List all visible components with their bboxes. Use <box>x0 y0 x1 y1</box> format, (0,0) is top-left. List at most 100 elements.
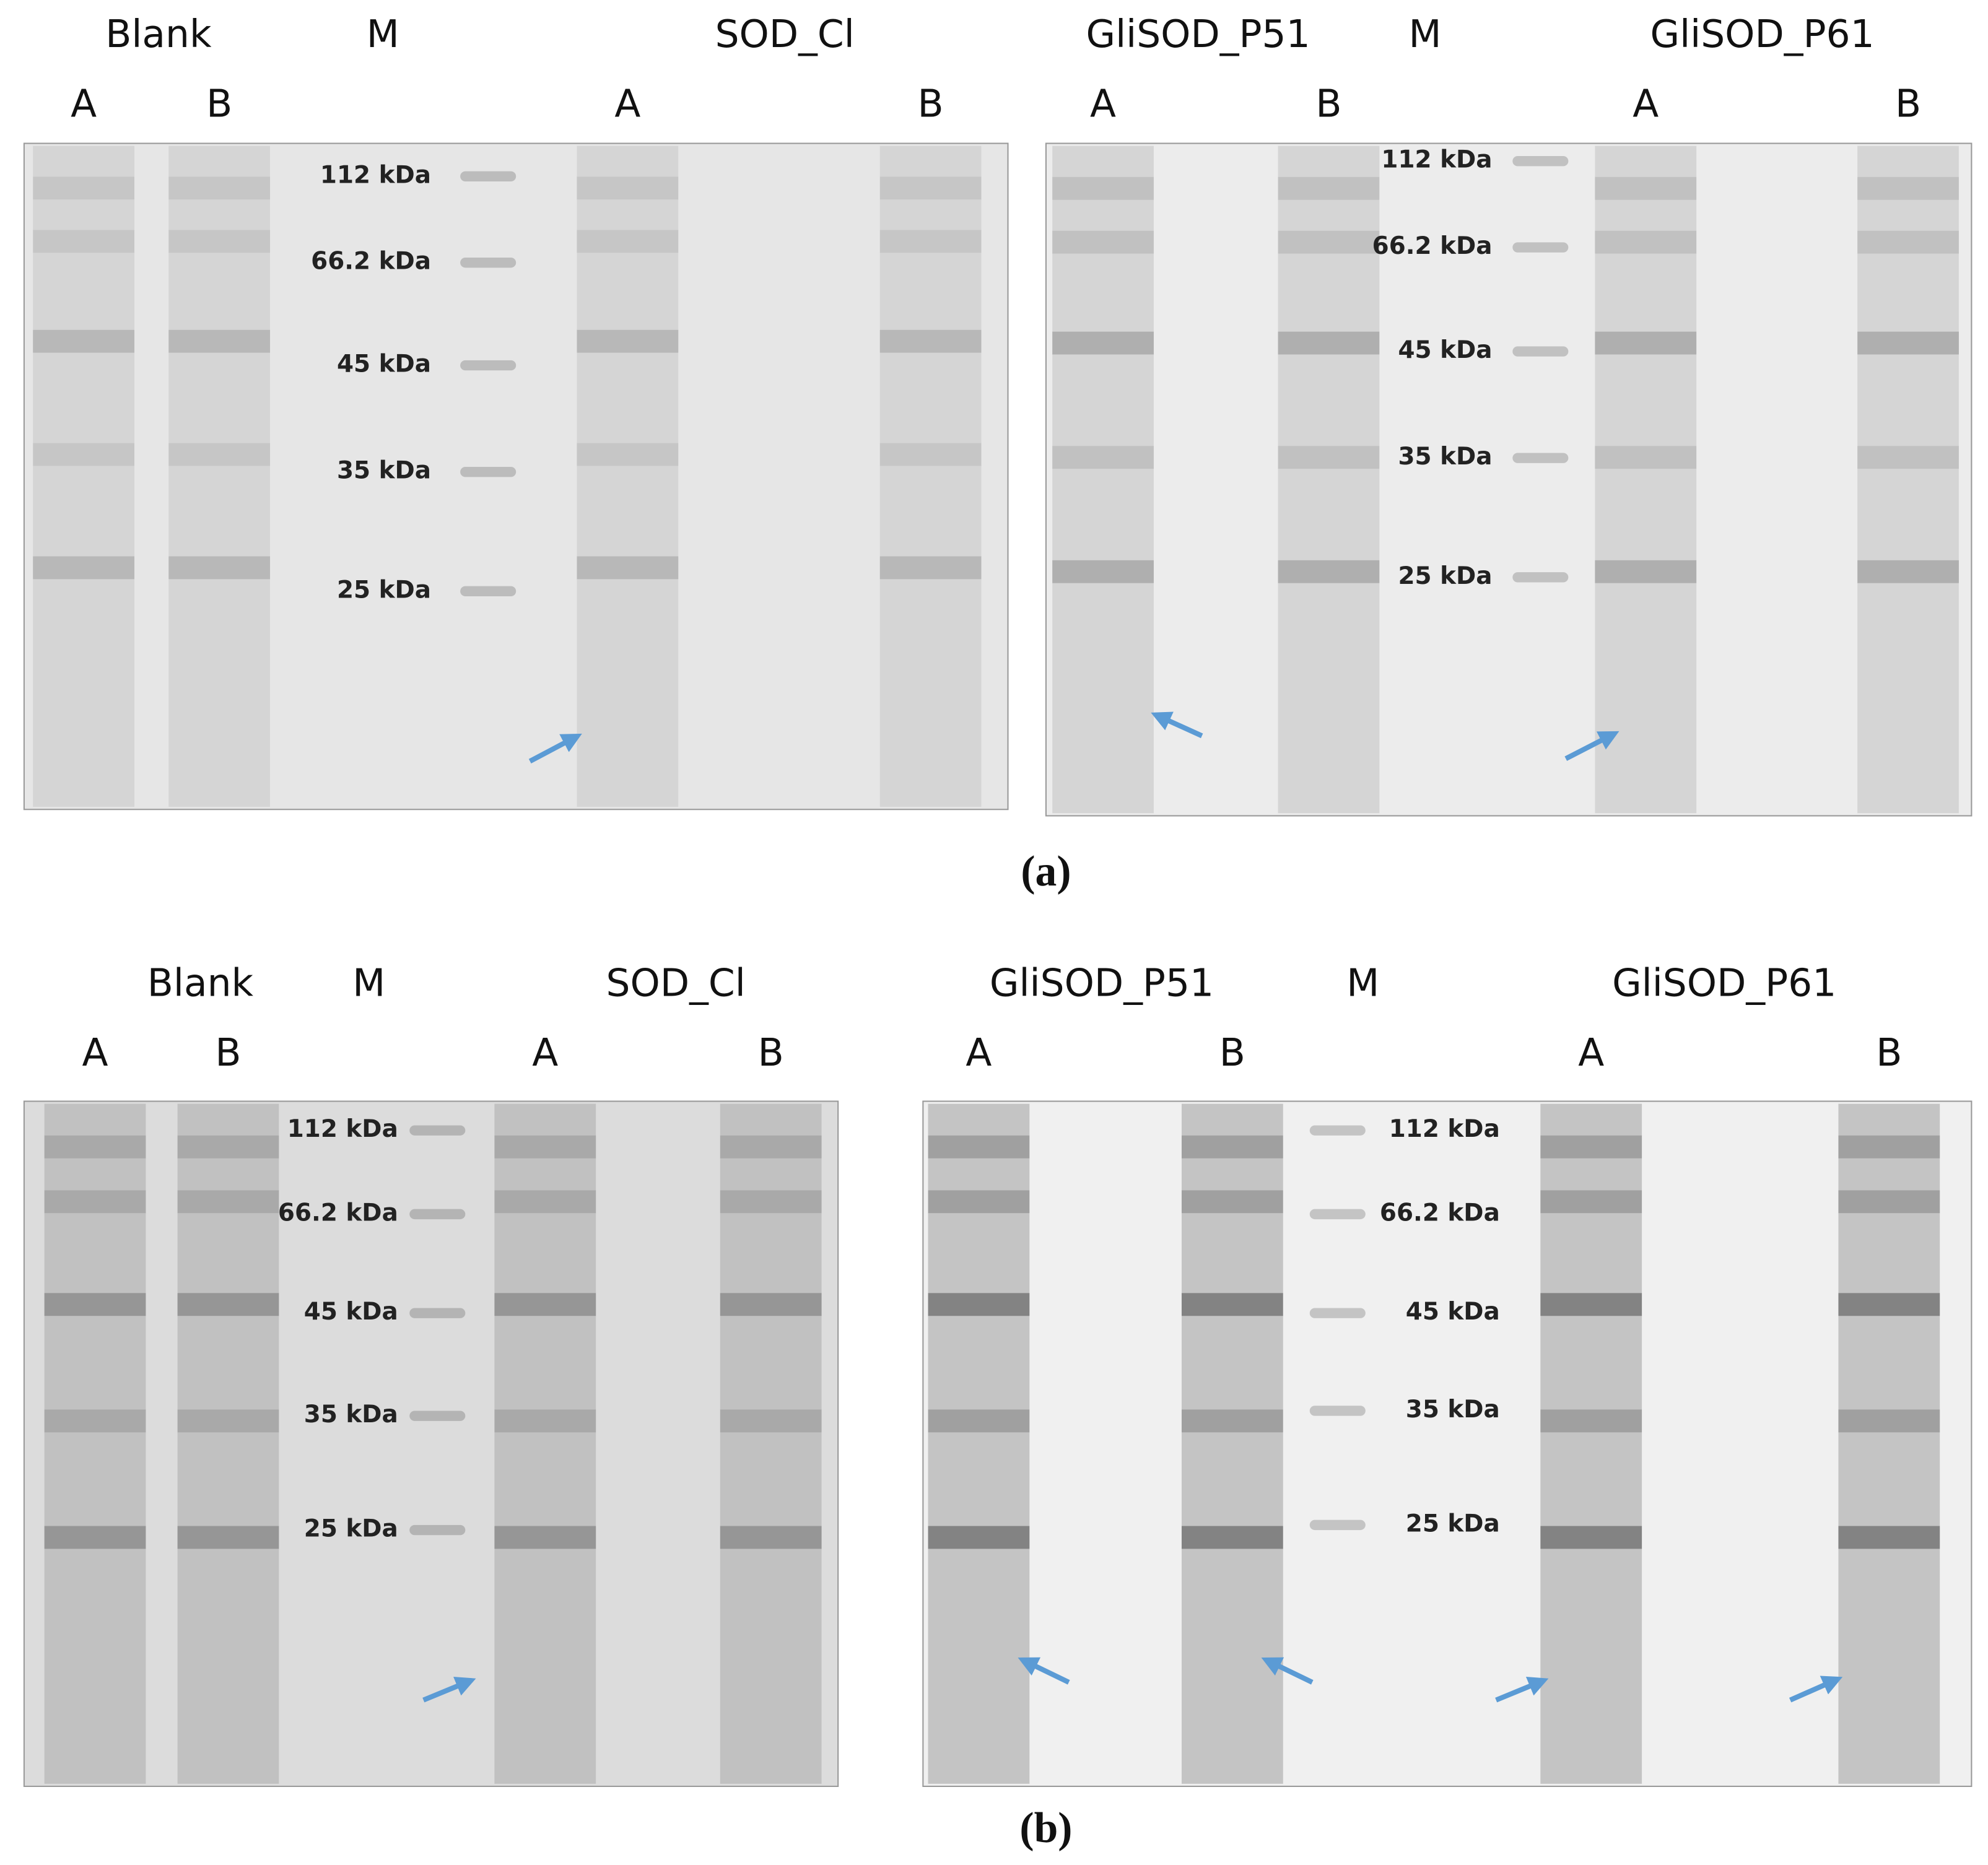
blot-membrane <box>23 1100 839 1787</box>
lane <box>720 1103 822 1784</box>
band <box>33 329 135 353</box>
ladder-band <box>1512 156 1569 167</box>
band <box>168 443 271 466</box>
lane-label: B <box>1219 1031 1245 1075</box>
band <box>494 1293 596 1316</box>
band <box>1278 176 1380 200</box>
ladder-band <box>409 1524 466 1536</box>
band <box>44 1135 146 1159</box>
band <box>1052 176 1154 200</box>
lane <box>1052 146 1154 814</box>
ladder-band <box>1512 346 1569 357</box>
lane-label: A <box>532 1031 558 1075</box>
band <box>1181 1526 1283 1549</box>
band <box>1052 331 1154 355</box>
lane-label: A <box>71 82 97 126</box>
ladder-band <box>409 1411 466 1421</box>
marker-label: 25 kDa <box>337 576 431 604</box>
band <box>720 1526 822 1549</box>
band <box>494 1190 596 1214</box>
marker-label: 112 kDa <box>320 161 431 189</box>
marker-label: 45 kDa <box>304 1298 398 1326</box>
panel-caption: (b) <box>1019 1804 1072 1852</box>
band <box>168 329 271 353</box>
lane <box>1857 146 1959 814</box>
group-label: SOD_Cl <box>606 961 746 1005</box>
ladder-band <box>460 257 517 268</box>
band <box>177 1409 279 1433</box>
band <box>33 176 135 200</box>
lane <box>1595 146 1697 814</box>
group-label: GliSOD_P51 <box>1086 12 1310 56</box>
ladder-band <box>460 360 517 371</box>
band <box>44 1293 146 1316</box>
band <box>1838 1293 1940 1316</box>
band <box>494 1409 596 1433</box>
marker-label: 25 kDa <box>1406 1510 1500 1537</box>
marker-label: 112 kDa <box>1389 1115 1500 1143</box>
ladder-band <box>460 467 517 477</box>
lane-label: B <box>1876 1031 1902 1075</box>
band <box>1278 230 1380 254</box>
band <box>494 1526 596 1549</box>
marker-label: 66.2 kDa <box>1372 232 1493 260</box>
band <box>1857 176 1959 200</box>
ladder-band <box>409 1125 466 1136</box>
band <box>168 230 271 253</box>
band <box>1181 1135 1283 1159</box>
band <box>1838 1409 1940 1433</box>
lane-label: A <box>614 82 640 126</box>
band <box>1838 1526 1940 1549</box>
lane-label: B <box>1315 82 1341 126</box>
marker-label: 25 kDa <box>1398 562 1492 590</box>
lane <box>928 1103 1030 1784</box>
lane-label: B <box>206 82 232 126</box>
lane-label: B <box>1895 82 1921 126</box>
lane <box>44 1103 146 1784</box>
lane-label: A <box>1090 82 1116 126</box>
band <box>494 1135 596 1159</box>
band <box>1052 230 1154 254</box>
lane <box>1838 1103 1940 1784</box>
marker-label: 66.2 kDa <box>1380 1199 1500 1227</box>
band <box>177 1135 279 1159</box>
band <box>44 1190 146 1214</box>
band <box>1052 560 1154 583</box>
arrow <box>1261 1657 1314 1685</box>
band <box>1595 446 1697 469</box>
marker-label: 25 kDa <box>304 1515 398 1543</box>
lane <box>33 146 135 807</box>
marker-label: 35 kDa <box>1398 443 1492 471</box>
arrow <box>1789 1676 1843 1703</box>
group-label: M <box>1346 961 1379 1005</box>
band <box>33 443 135 466</box>
band <box>1857 331 1959 355</box>
ladder-band <box>1512 572 1569 583</box>
band <box>168 176 271 200</box>
ladder-band <box>460 171 517 182</box>
band <box>44 1526 146 1549</box>
group-label: GliSOD_P61 <box>1650 12 1874 56</box>
band <box>1838 1135 1940 1159</box>
band <box>577 230 679 253</box>
lane-label: B <box>758 1031 784 1075</box>
band <box>1540 1526 1642 1549</box>
group-label: SOD_Cl <box>715 12 855 56</box>
lane-label: A <box>1633 82 1659 126</box>
lane-label: A <box>1578 1031 1604 1075</box>
arrow <box>1018 1657 1070 1685</box>
lane-label: A <box>82 1031 108 1075</box>
band <box>1540 1190 1642 1214</box>
marker-label: 35 kDa <box>304 1401 398 1428</box>
band <box>1540 1293 1642 1316</box>
band <box>720 1135 822 1159</box>
band <box>577 443 679 466</box>
band <box>1595 331 1697 355</box>
ladder-band <box>1309 1406 1366 1416</box>
marker-label: 35 kDa <box>337 457 431 485</box>
band <box>720 1293 822 1316</box>
band <box>1857 230 1959 254</box>
lane <box>1540 1103 1642 1784</box>
lane <box>168 146 271 807</box>
